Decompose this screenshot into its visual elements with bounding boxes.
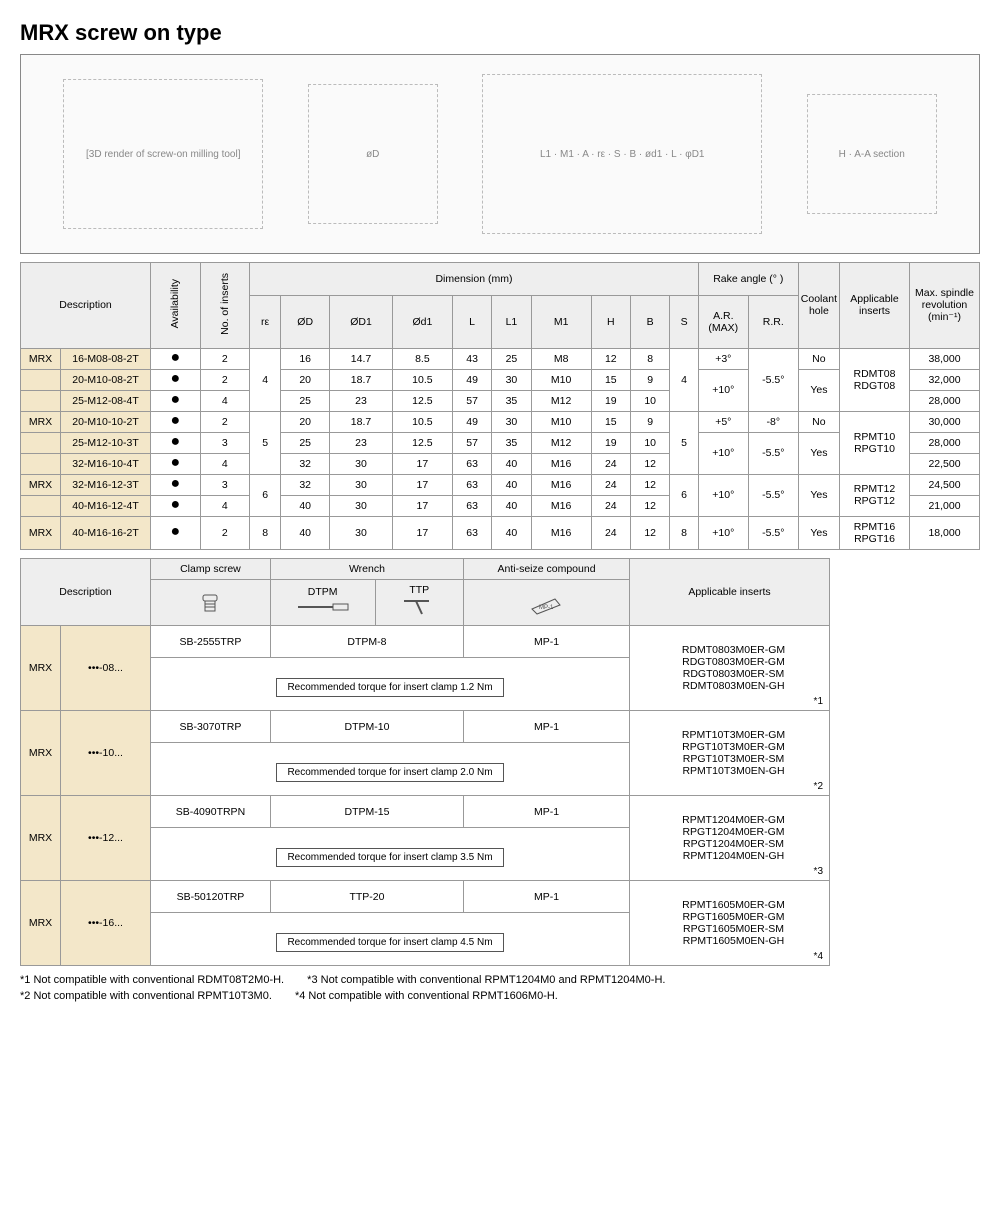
footnote-3: *3 Not compatible with conventional RPMT… [307,972,665,989]
table-row: MRX•••-16...SB-50120TRPTTP-20MP-1RPMT160… [21,880,830,912]
tool-photo: [3D render of screw-on milling tool] [63,79,263,229]
th-B: B [630,296,669,348]
th-oD1: ØD1 [330,296,393,348]
th-acc-applicable: Applicable inserts [630,558,830,625]
svg-text:MP-1: MP-1 [539,605,554,611]
th-applicable: Applicable inserts [840,263,910,349]
th-acc-description: Description [21,558,151,625]
table-row: MRX•••-12...SB-4090TRPNDTPM-15MP-1RPMT12… [21,795,830,827]
footnotes: *1 Not compatible with conventional RDMT… [20,972,980,1005]
table-row: MRX16-M08-08-2T●241614.78.54325M81284+3°… [21,348,980,369]
th-L1: L1 [492,296,531,348]
th-ar: A.R. (MAX) [698,296,748,348]
th-antiseize: Anti-seize compound [464,558,630,579]
footnote-1: *1 Not compatible with conventional RDMT… [20,972,284,989]
table-row: 25-M12-10-3T●3252312.55735M121910+10°-5.… [21,432,980,453]
th-rake: Rake angle (° ) [698,263,798,296]
th-description: Description [21,263,151,349]
accessory-table-body: MRX•••-08...SB-2555TRPDTPM-8MP-1RDMT0803… [21,625,830,965]
th-H: H [591,296,630,348]
th-M1: M1 [531,296,591,348]
th-wrench: Wrench [270,558,463,579]
t-wrench-icon [394,596,444,618]
th-inserts: No. of inserts [200,263,250,349]
spec-table: Description Availability No. of inserts … [20,262,980,550]
th-od1: Ød1 [392,296,452,348]
screwdriver-icon [293,598,353,616]
th-ttp: TTP [375,579,464,625]
th-dimension: Dimension (mm) [250,263,699,296]
th-L: L [452,296,491,348]
footnote-2: *2 Not compatible with conventional RPMT… [20,988,272,1005]
section-view-diagram: H · A-A section [807,94,937,214]
th-S: S [670,296,698,348]
page-title: MRX screw on type [20,20,980,46]
footnote-4: *4 Not compatible with conventional RPMT… [295,988,558,1005]
accessory-table: Description Clamp screw Wrench Anti-seiz… [20,558,830,966]
accessory-table-header: Description Clamp screw Wrench Anti-seiz… [21,558,830,625]
front-view-diagram: øD [308,84,438,224]
table-row: 20-M10-08-2T●22018.710.54930M10159+10°Ye… [21,369,980,390]
table-row: MRX•••-08...SB-2555TRPDTPM-8MP-1RDMT0803… [21,625,830,657]
side-view-diagram: L1 · M1 · A · rε · S · B · ød1 · L · φD1 [482,74,762,234]
th-maxspindle: Max. spindle revolution (min⁻¹) [910,263,980,349]
clamp-screw-icon [151,579,271,625]
diagram-container: [3D render of screw-on milling tool] øD … [20,54,980,254]
compound-tube-icon: MP-1 [464,579,630,625]
table-row: MRX40-M16-16-2T●284030176340M1624128+10°… [21,516,980,549]
spec-table-body: MRX16-M08-08-2T●241614.78.54325M81284+3°… [21,348,980,549]
th-rr: R.R. [748,296,798,348]
th-oD: ØD [281,296,330,348]
spec-table-header: Description Availability No. of inserts … [21,263,980,349]
th-coolant: Coolant hole [798,263,839,349]
th-re: rε [250,296,281,348]
th-dtpm: DTPM [270,579,375,625]
table-row: MRX32-M16-12-3T●363230176340M1624126+10°… [21,474,980,495]
table-row: MRX20-M10-10-2T●252018.710.54930M101595+… [21,411,980,432]
table-row: MRX•••-10...SB-3070TRPDTPM-10MP-1RPMT10T… [21,710,830,742]
th-availability: Availability [151,263,201,349]
th-clamp: Clamp screw [151,558,271,579]
